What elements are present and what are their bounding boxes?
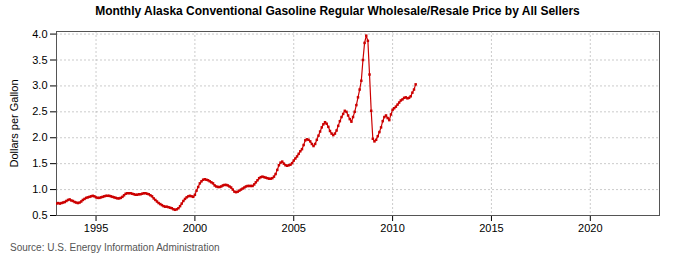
svg-text:2005: 2005 [282,222,306,234]
svg-text:2.0: 2.0 [32,131,47,143]
svg-text:2000: 2000 [183,222,207,234]
html-text:Source: U.S. Energy Informatio: Source: U.S. Energy Information Administ… [10,242,220,253]
svg-text:1995: 1995 [84,222,108,234]
svg-text:2020: 2020 [578,222,602,234]
svg-text:0.5: 0.5 [32,209,47,221]
svg-text:1.0: 1.0 [32,183,47,195]
svg-text:Dollars per Gallon: Dollars per Gallon [8,79,20,167]
html-text:Monthly Alaska Conventional Ga: Monthly Alaska Conventional Gasoline Reg… [95,4,580,18]
svg-text:3.0: 3.0 [32,79,47,91]
svg-text:2.5: 2.5 [32,105,47,117]
svg-text:2010: 2010 [380,222,404,234]
svg-text:3.5: 3.5 [32,54,47,66]
svg-text:2015: 2015 [479,222,503,234]
svg-text:1.5: 1.5 [32,157,47,169]
svg-text:4.0: 4.0 [32,28,47,40]
